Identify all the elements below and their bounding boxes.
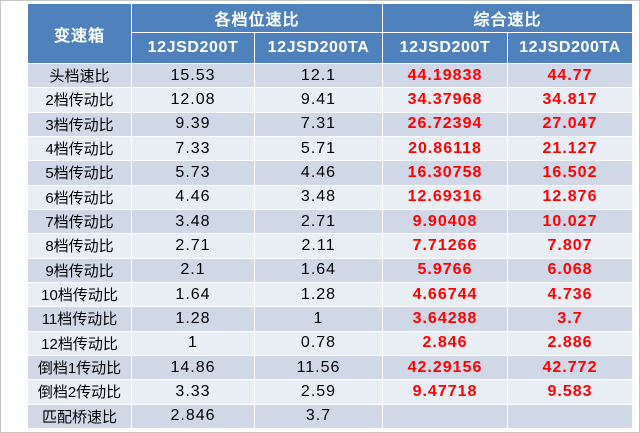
overall-ratio-12jsd200t-cell: 26.72394 (383, 112, 507, 136)
overall-ratio-12jsd200ta-cell (508, 404, 632, 428)
gear-ratio-12jsd200ta-cell: 2.11 (255, 234, 382, 258)
overall-ratio-12jsd200t-cell: 5.9766 (383, 258, 507, 282)
row-label-cell: 头档速比 (28, 64, 131, 88)
row-label-cell: 4档传动比 (28, 136, 131, 161)
gear-ratio-12jsd200t-cell: 2.1 (132, 258, 254, 282)
gear-ratio-12jsd200ta-cell: 2.59 (255, 380, 382, 404)
overall-ratio-12jsd200ta-cell: 44.77 (508, 64, 632, 88)
gear-ratio-12jsd200t-cell: 7.33 (132, 136, 254, 161)
gear-ratio-12jsd200ta-cell: 3.7 (255, 404, 382, 428)
overall-ratio-12jsd200t-cell: 3.64288 (383, 307, 507, 331)
row-label-cell: 倒档2传动比 (28, 380, 131, 404)
gear-ratio-12jsd200ta-cell: 1.28 (255, 282, 382, 307)
row-label-cell: 3档传动比 (28, 112, 131, 136)
gear-ratio-12jsd200t-cell: 15.53 (132, 64, 254, 88)
gear-ratio-12jsd200t-cell: 9.39 (132, 112, 254, 136)
gear-ratio-12jsd200t-cell: 1 (132, 331, 254, 355)
row-label-cell: 6档传动比 (28, 185, 131, 209)
gear-ratio-12jsd200t-cell: 1.28 (132, 307, 254, 331)
gear-ratio-12jsd200ta-cell: 1.64 (255, 258, 382, 282)
row-label-cell: 9档传动比 (28, 258, 131, 282)
overall-ratio-12jsd200t-cell: 20.86118 (383, 136, 507, 161)
gear-ratio-12jsd200ta-cell: 7.31 (255, 112, 382, 136)
row-label-cell: 11档传动比 (28, 307, 131, 331)
gear-ratio-12jsd200t-cell: 1.64 (132, 282, 254, 307)
gear-ratio-12jsd200ta-cell: 11.56 (255, 355, 382, 380)
gear-ratio-12jsd200ta-cell: 9.41 (255, 88, 382, 112)
overall-ratio-12jsd200t-cell: 44.19838 (383, 64, 507, 88)
overall-ratio-12jsd200ta-cell: 12.876 (508, 185, 632, 209)
row-label-cell: 12档传动比 (28, 331, 131, 355)
overall-ratio-12jsd200ta-cell: 10.027 (508, 209, 632, 234)
gear-ratio-12jsd200ta-cell: 2.71 (255, 209, 382, 234)
overall-ratio-12jsd200t-cell: 12.69316 (383, 185, 507, 209)
gear-ratio-table: 变速箱 各档位速比 综合速比 12JSD200T 12JSD200TA 12JS… (28, 4, 632, 428)
overall-ratio-12jsd200ta-cell: 6.068 (508, 258, 632, 282)
overall-ratio-12jsd200t-cell: 4.66744 (383, 282, 507, 307)
column-header-overall-12jsd200t: 12JSD200T (383, 33, 507, 63)
row-label-cell: 匹配桥速比 (28, 404, 131, 428)
overall-ratio-12jsd200ta-cell: 42.772 (508, 355, 632, 380)
gear-ratio-12jsd200t-cell: 2.846 (132, 404, 254, 428)
overall-ratio-12jsd200ta-cell: 34.817 (508, 88, 632, 112)
overall-ratio-12jsd200t-cell: 34.37968 (383, 88, 507, 112)
overall-ratio-12jsd200t-cell: 2.846 (383, 331, 507, 355)
overall-ratio-12jsd200t-cell: 42.29156 (383, 355, 507, 380)
gear-ratio-12jsd200t-cell: 12.08 (132, 88, 254, 112)
column-header-gear-12jsd200ta: 12JSD200TA (255, 33, 382, 63)
gear-ratio-12jsd200ta-cell: 3.48 (255, 185, 382, 209)
row-label-cell: 倒档1传动比 (28, 355, 131, 380)
overall-ratio-12jsd200ta-cell: 27.047 (508, 112, 632, 136)
row-label-cell: 8档传动比 (28, 234, 131, 258)
gear-ratio-12jsd200ta-cell: 4.46 (255, 161, 382, 185)
group-header-gear-ratios: 各档位速比 (132, 4, 382, 32)
gear-ratio-12jsd200ta-cell: 12.1 (255, 64, 382, 88)
overall-ratio-12jsd200t-cell (383, 404, 507, 428)
overall-ratio-12jsd200t-cell: 9.90408 (383, 209, 507, 234)
column-header-overall-12jsd200ta: 12JSD200TA (508, 33, 632, 63)
group-header-overall-ratios: 综合速比 (383, 4, 632, 32)
overall-ratio-12jsd200ta-cell: 2.886 (508, 331, 632, 355)
overall-ratio-12jsd200ta-cell: 7.807 (508, 234, 632, 258)
gear-ratio-12jsd200ta-cell: 0.78 (255, 331, 382, 355)
row-label-cell: 10档传动比 (28, 282, 131, 307)
gear-ratio-12jsd200t-cell: 5.73 (132, 161, 254, 185)
column-header-gear-12jsd200t: 12JSD200T (132, 33, 254, 63)
gear-ratio-12jsd200t-cell: 14.86 (132, 355, 254, 380)
gear-ratio-12jsd200t-cell: 3.33 (132, 380, 254, 404)
overall-ratio-12jsd200ta-cell: 21.127 (508, 136, 632, 161)
overall-ratio-12jsd200ta-cell: 3.7 (508, 307, 632, 331)
overall-ratio-12jsd200t-cell: 9.47718 (383, 380, 507, 404)
overall-ratio-12jsd200ta-cell: 16.502 (508, 161, 632, 185)
gear-ratio-12jsd200t-cell: 3.48 (132, 209, 254, 234)
row-label-cell: 2档传动比 (28, 88, 131, 112)
overall-ratio-12jsd200t-cell: 16.30758 (383, 161, 507, 185)
row-label-cell: 7档传动比 (28, 209, 131, 234)
overall-ratio-12jsd200t-cell: 7.71266 (383, 234, 507, 258)
gear-ratio-12jsd200t-cell: 2.71 (132, 234, 254, 258)
gearbox-header: 变速箱 (28, 4, 131, 63)
overall-ratio-12jsd200ta-cell: 9.583 (508, 380, 632, 404)
overall-ratio-12jsd200ta-cell: 4.736 (508, 282, 632, 307)
gear-ratio-12jsd200ta-cell: 5.71 (255, 136, 382, 161)
gear-ratio-12jsd200t-cell: 4.46 (132, 185, 254, 209)
gear-ratio-12jsd200ta-cell: 1 (255, 307, 382, 331)
row-label-cell: 5档传动比 (28, 161, 131, 185)
